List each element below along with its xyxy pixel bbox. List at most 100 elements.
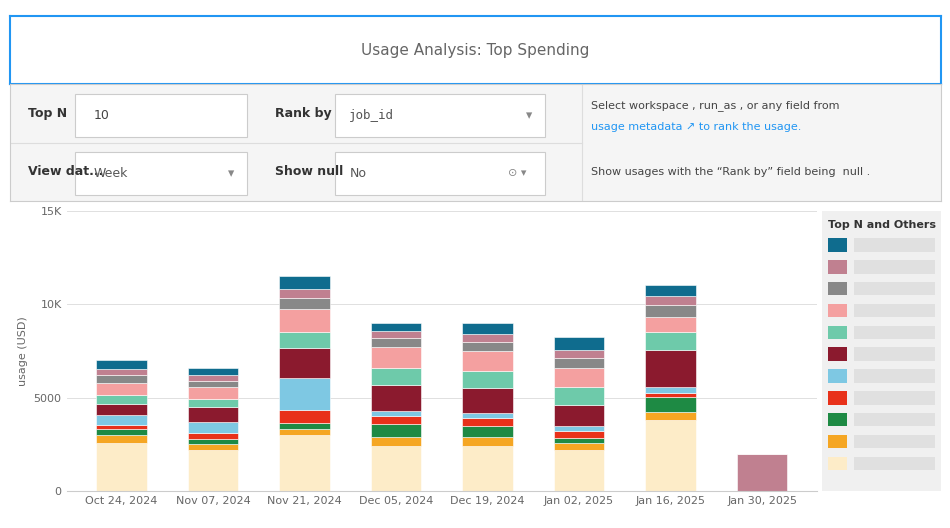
Bar: [645, 412, 695, 420]
Bar: [645, 285, 695, 296]
Bar: [554, 438, 604, 444]
Bar: [188, 439, 238, 445]
Bar: [463, 351, 513, 371]
Bar: [463, 342, 513, 351]
Bar: [854, 457, 935, 470]
Bar: [370, 338, 421, 347]
Bar: [554, 450, 604, 491]
Bar: [827, 457, 846, 470]
Text: usage metadata ↗ to rank the usage.: usage metadata ↗ to rank the usage.: [591, 122, 802, 133]
Bar: [554, 368, 604, 388]
Text: Show null: Show null: [275, 165, 343, 178]
Text: 10: 10: [93, 109, 109, 122]
FancyBboxPatch shape: [335, 153, 544, 195]
Text: Top N and Others: Top N and Others: [827, 220, 936, 230]
Bar: [827, 282, 846, 296]
Bar: [463, 413, 513, 418]
Bar: [645, 350, 695, 388]
Text: View dat...: View dat...: [28, 165, 104, 178]
Bar: [463, 371, 513, 389]
Bar: [370, 437, 421, 446]
Bar: [645, 393, 695, 397]
Bar: [370, 417, 421, 424]
FancyBboxPatch shape: [335, 95, 544, 137]
Bar: [827, 413, 846, 427]
Bar: [827, 326, 846, 339]
Bar: [827, 238, 846, 252]
Bar: [370, 411, 421, 417]
Bar: [554, 431, 604, 438]
Bar: [96, 442, 146, 491]
Bar: [554, 337, 604, 350]
Text: ▾: ▾: [228, 167, 235, 180]
Bar: [279, 410, 330, 423]
Text: Top N: Top N: [28, 107, 67, 120]
Bar: [188, 450, 238, 491]
Bar: [188, 381, 238, 388]
Bar: [96, 416, 146, 425]
Bar: [827, 260, 846, 274]
Bar: [463, 323, 513, 334]
Bar: [279, 276, 330, 289]
Y-axis label: usage (USD): usage (USD): [18, 316, 28, 386]
Bar: [370, 424, 421, 437]
Bar: [279, 435, 330, 491]
Bar: [854, 435, 935, 448]
Bar: [554, 357, 604, 368]
Bar: [370, 331, 421, 338]
Bar: [463, 426, 513, 437]
Bar: [188, 422, 238, 433]
Bar: [188, 407, 238, 422]
Bar: [854, 369, 935, 383]
Bar: [554, 426, 604, 431]
Bar: [554, 405, 604, 426]
Bar: [463, 446, 513, 491]
Bar: [188, 388, 238, 399]
Bar: [279, 378, 330, 410]
Bar: [96, 360, 146, 369]
Bar: [645, 317, 695, 332]
Text: job_id: job_id: [350, 109, 394, 122]
Text: Show usages with the “Rank by” field being  null .: Show usages with the “Rank by” field bei…: [591, 167, 870, 176]
Bar: [96, 435, 146, 442]
FancyBboxPatch shape: [75, 95, 247, 137]
Bar: [279, 423, 330, 429]
Bar: [854, 347, 935, 361]
Bar: [188, 445, 238, 450]
Bar: [854, 304, 935, 317]
Bar: [645, 332, 695, 350]
Bar: [854, 391, 935, 404]
Bar: [645, 296, 695, 305]
Bar: [370, 446, 421, 491]
Text: Rank by: Rank by: [275, 107, 332, 120]
Bar: [96, 375, 146, 383]
Bar: [279, 309, 330, 332]
Bar: [854, 413, 935, 427]
Bar: [188, 375, 238, 381]
Bar: [645, 420, 695, 491]
Bar: [645, 388, 695, 393]
Bar: [279, 332, 330, 348]
Text: Week: Week: [93, 167, 127, 180]
Bar: [827, 304, 846, 317]
Bar: [645, 305, 695, 317]
Bar: [279, 289, 330, 298]
Bar: [279, 429, 330, 435]
Bar: [96, 383, 146, 395]
Bar: [188, 399, 238, 407]
Bar: [370, 368, 421, 385]
Bar: [827, 435, 846, 448]
Text: Select workspace , run_as , or any field from: Select workspace , run_as , or any field…: [591, 100, 840, 111]
Bar: [827, 391, 846, 404]
Bar: [554, 350, 604, 357]
Bar: [554, 388, 604, 405]
Bar: [854, 260, 935, 274]
Bar: [554, 444, 604, 450]
Bar: [737, 454, 788, 491]
Bar: [96, 429, 146, 435]
Bar: [463, 418, 513, 426]
FancyBboxPatch shape: [75, 153, 247, 195]
Bar: [370, 385, 421, 411]
Bar: [827, 347, 846, 361]
Bar: [370, 347, 421, 368]
